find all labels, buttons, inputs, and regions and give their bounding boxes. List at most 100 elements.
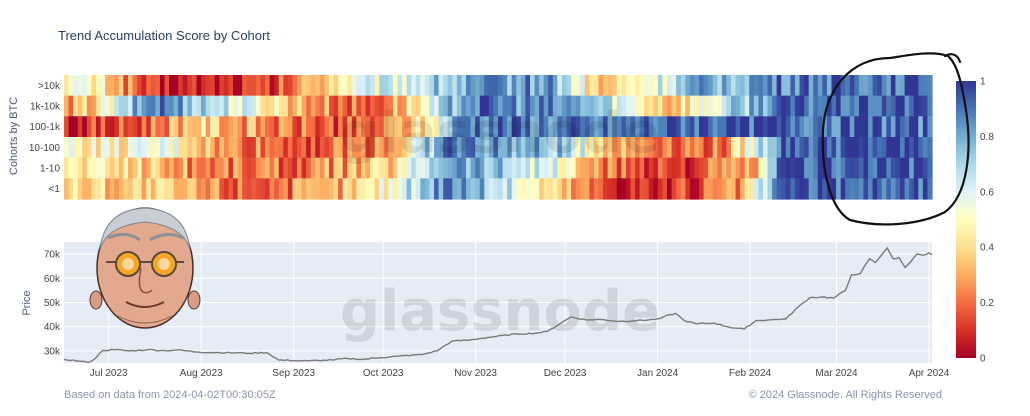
heatmap-cell <box>872 95 878 117</box>
heatmap-cell <box>146 75 152 97</box>
heatmap-cell <box>735 157 741 179</box>
colorbar-tick-label: 0.4 <box>980 243 994 254</box>
heatmap-cell <box>77 178 83 200</box>
heatmap-cell <box>146 137 152 159</box>
heatmap-cell <box>338 75 344 97</box>
heatmap-cell <box>127 178 134 200</box>
heatmap-cell <box>593 137 600 159</box>
heatmap-cell <box>927 178 933 200</box>
heatmap-cell <box>123 95 129 117</box>
heatmap-cell <box>653 178 659 200</box>
heatmap-cell <box>794 178 801 200</box>
heatmap-cell <box>278 95 284 117</box>
heatmap-cell <box>813 116 819 138</box>
heatmap-cell <box>854 137 860 159</box>
heatmap-cell <box>868 116 874 138</box>
heatmap-cell <box>849 95 855 117</box>
heatmap-cell <box>872 178 878 200</box>
heatmap-cell <box>758 75 764 97</box>
heatmap-cell <box>744 95 750 117</box>
heatmap-cell <box>493 75 499 97</box>
heatmap-cell <box>699 178 705 200</box>
heatmap-cell <box>191 157 198 179</box>
heatmap-cell <box>625 75 632 97</box>
heatmap-cell <box>205 137 211 159</box>
heatmap-cell <box>301 75 307 97</box>
heatmap-cell <box>726 75 732 97</box>
heatmap-cell <box>155 116 161 138</box>
heatmap-cell <box>653 75 659 97</box>
heatmap-cell <box>785 178 791 200</box>
footer-copyright: © 2024 Glassnode. All Rights Reserved <box>748 389 942 401</box>
heatmap-cell <box>584 157 590 179</box>
heatmap-cell <box>214 178 220 200</box>
heatmap-cell <box>854 178 860 200</box>
heatmap-cell <box>607 116 613 138</box>
heatmap-cell <box>420 157 426 179</box>
heatmap-cell <box>315 157 321 179</box>
heatmap-cell <box>187 137 193 159</box>
heatmap-cell <box>571 157 577 179</box>
heatmap-cell <box>781 157 787 179</box>
heatmap-cell <box>534 137 540 159</box>
heatmap-cell <box>520 95 527 117</box>
heatmap-cell <box>77 157 83 179</box>
heatmap-cell <box>415 75 421 97</box>
heatmap-cell <box>233 157 239 179</box>
heatmap-cell <box>278 75 284 97</box>
heatmap-cell <box>141 137 147 159</box>
heatmap-cell <box>607 95 613 117</box>
heatmap-cell <box>397 157 403 179</box>
heatmap-cell <box>484 137 490 159</box>
heatmap-cell <box>502 137 508 159</box>
heatmap-cell <box>233 75 239 97</box>
heatmap-cell <box>726 137 732 159</box>
heatmap-cell <box>95 157 102 179</box>
heatmap-cell <box>708 157 714 179</box>
heatmap-cell <box>360 178 367 200</box>
heatmap-cell <box>205 157 211 179</box>
heatmap-cell <box>392 75 399 97</box>
price-x-ticks: Jul 2023 Aug 2023 Sep 2023 Oct 2023 Nov 2023… <box>90 368 950 379</box>
heatmap-cell <box>214 75 220 97</box>
heatmap-cell <box>319 95 325 117</box>
heatmap-cell <box>233 137 239 159</box>
heatmap-cell <box>420 116 426 138</box>
heatmap-cell <box>817 178 823 200</box>
heatmap-cell <box>319 75 325 97</box>
heatmap-cell <box>676 116 682 138</box>
price-x-tick-label: Apr 2024 <box>909 368 950 379</box>
heatmap-cell <box>360 137 367 159</box>
heatmap-cell <box>900 95 906 117</box>
heatmap-cell <box>730 116 737 138</box>
heatmap-cell <box>424 75 431 97</box>
heatmap-cell <box>817 157 823 179</box>
heatmap-cell <box>105 116 111 138</box>
heatmap-cell <box>228 95 234 117</box>
heatmap-cell <box>913 116 919 138</box>
heatmap-cell <box>201 95 207 117</box>
heatmap-cell <box>328 178 335 200</box>
heatmap-cell <box>424 95 431 117</box>
heatmap-cell <box>776 116 782 138</box>
heatmap-cell <box>772 75 778 97</box>
heatmap-cell <box>150 178 156 200</box>
heatmap-cell <box>689 178 696 200</box>
heatmap-cell <box>890 116 897 138</box>
heatmap-cell <box>900 75 906 97</box>
heatmap-cell <box>127 157 134 179</box>
heatmap-cell <box>561 116 568 138</box>
heatmap-cell <box>438 137 444 159</box>
heatmap-cell <box>379 178 385 200</box>
heatmap-watermark: glassnode <box>340 101 660 166</box>
heatmap-cell <box>762 157 769 179</box>
heatmap-cell <box>667 137 673 159</box>
heatmap-cell <box>137 137 143 159</box>
heatmap-cell <box>717 137 723 159</box>
heatmap-cell <box>132 75 138 97</box>
heatmap-cell <box>484 178 490 200</box>
heatmap-cell <box>507 178 513 200</box>
heatmap-cell <box>826 137 833 159</box>
heatmap-cell <box>826 75 833 97</box>
